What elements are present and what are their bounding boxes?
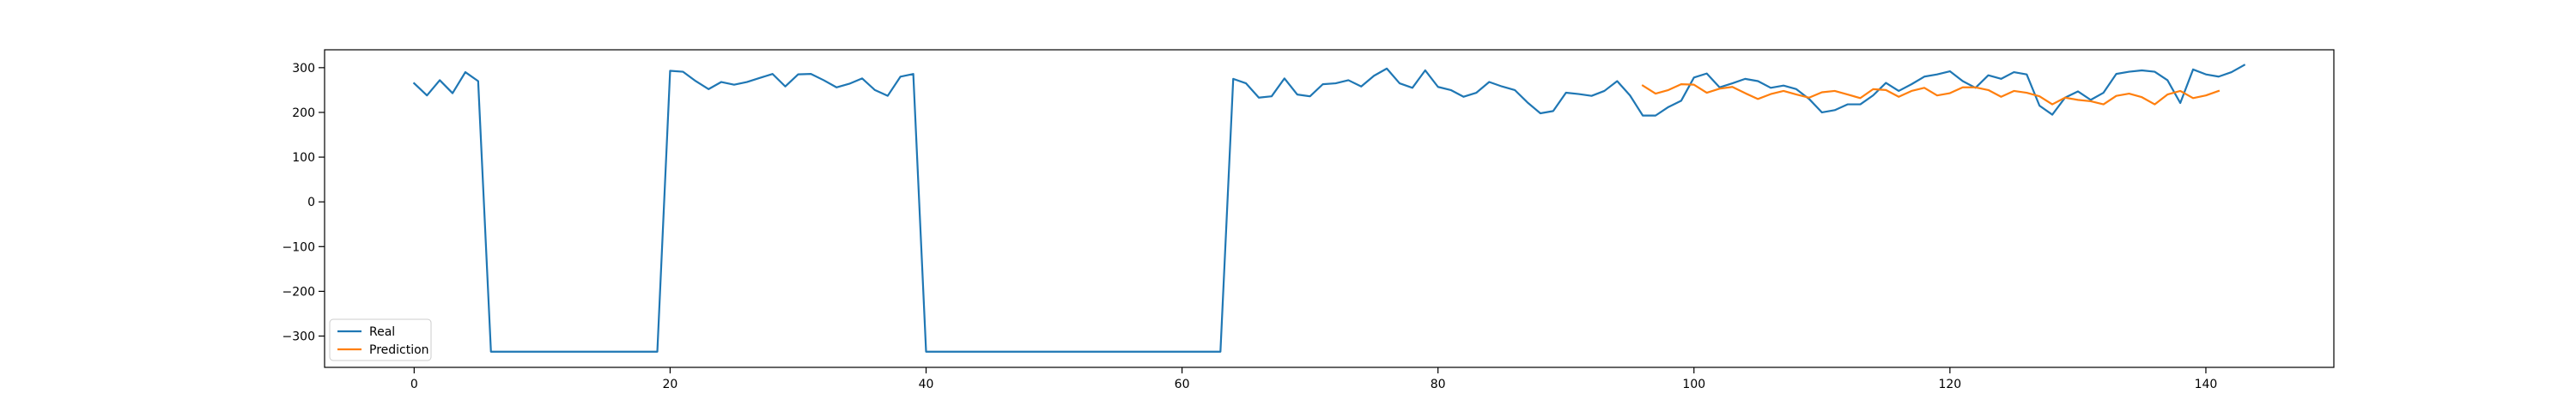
y-tick-label: 200	[292, 106, 315, 120]
legend-label-prediction: Prediction	[369, 343, 429, 357]
series-line-prediction	[1641, 83, 2221, 106]
y-axis: −300 −200 −100 0 100 200 300	[283, 62, 325, 344]
series-line-real	[412, 64, 2246, 353]
x-tick-label: 40	[919, 378, 934, 391]
x-tick-label: 140	[2195, 378, 2218, 391]
x-tick-label: 60	[1175, 378, 1190, 391]
x-tick-label: 120	[1938, 378, 1961, 391]
x-tick-label: 0	[410, 378, 418, 391]
x-tick-label: 100	[1682, 378, 1705, 391]
legend: Real Prediction	[329, 318, 432, 361]
y-tick-label: 300	[292, 62, 315, 76]
y-tick-label: 100	[292, 151, 315, 165]
y-tick-label: −200	[283, 285, 315, 299]
axes-frame	[324, 49, 2335, 368]
x-tick-label: 80	[1431, 378, 1446, 391]
x-axis: 0 20 40 60 80 100 120 140	[410, 367, 2217, 391]
y-tick-label: −300	[283, 330, 315, 344]
legend-label-real: Real	[369, 325, 395, 339]
y-tick-label: −100	[283, 240, 315, 254]
x-tick-label: 20	[663, 378, 678, 391]
y-tick-label: 0	[307, 196, 315, 209]
plot-lines	[412, 64, 2246, 353]
